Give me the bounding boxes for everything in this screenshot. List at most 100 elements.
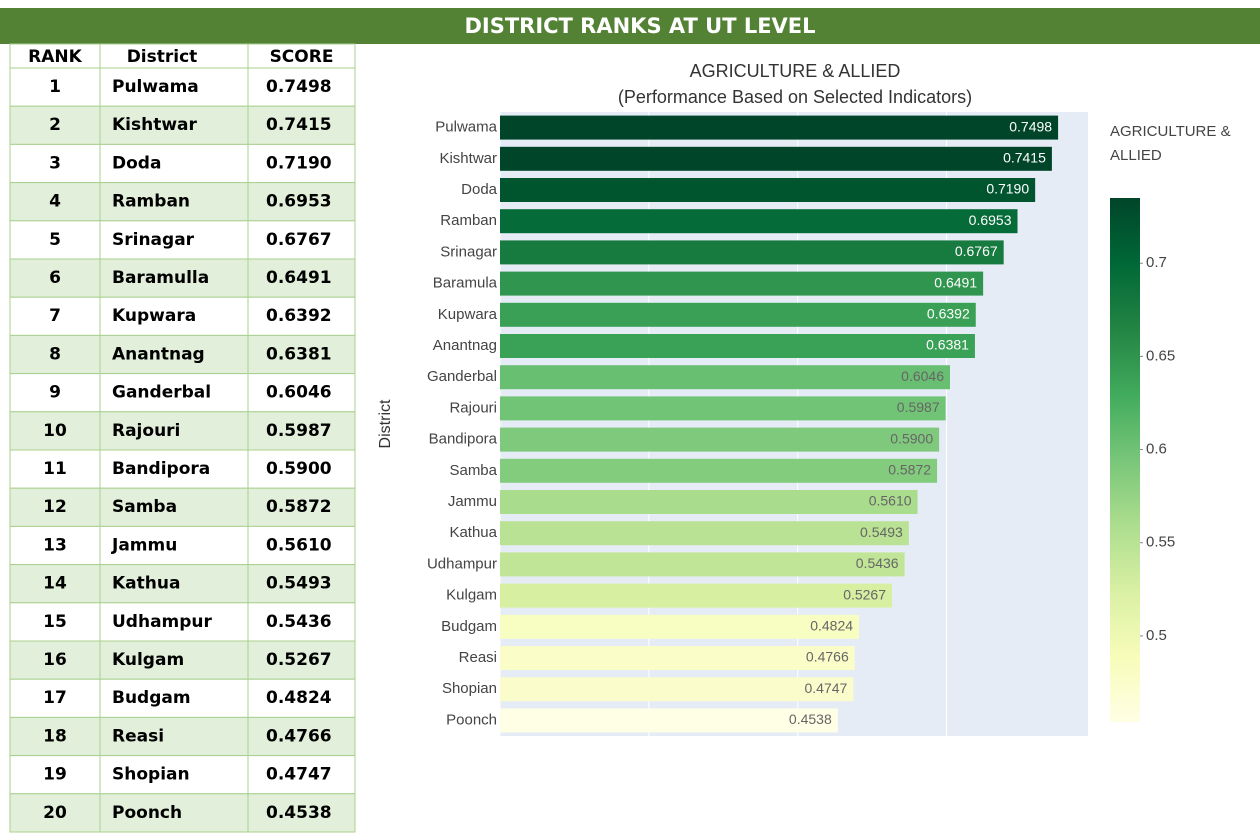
table-row-bg (9, 334, 356, 375)
table-cell: 15 (43, 612, 67, 632)
table-cell: 0.7498 (266, 77, 332, 97)
table-cell: 0.6381 (266, 344, 332, 364)
table-cell: 20 (43, 803, 67, 823)
table-row-bg (9, 67, 356, 107)
table-cell: 0.7190 (266, 153, 332, 173)
y-tick-label: Ramban (440, 212, 497, 229)
colorbar-tick-label: 0.55 (1146, 534, 1175, 551)
value-label: 0.5987 (897, 399, 940, 415)
y-tick-label: Shopian (442, 680, 497, 697)
table-cell: 19 (43, 765, 67, 785)
value-label: 0.6953 (969, 212, 1012, 228)
y-axis-label: District (377, 399, 394, 448)
table-cell: 0.6953 (266, 192, 332, 212)
table-cell: 1 (49, 77, 61, 97)
y-tick-label: Kishtwar (439, 150, 497, 167)
y-tick-label: Srinagar (440, 243, 497, 260)
table-cell: 8 (49, 344, 61, 364)
table-row-bg (9, 640, 356, 680)
chart-subtitle: (Performance Based on Selected Indicator… (618, 87, 972, 107)
table-cell: 9 (49, 383, 61, 403)
table-cell: Ganderbal (112, 383, 211, 403)
bar (500, 490, 918, 514)
value-label: 0.5610 (869, 493, 912, 509)
table-row-bg (9, 105, 356, 145)
table-cell: 0.5436 (266, 612, 332, 632)
column-header: SCORE (270, 47, 334, 67)
value-label: 0.5267 (843, 586, 886, 602)
value-label: 0.5900 (890, 430, 933, 446)
value-label: 0.6491 (934, 274, 977, 290)
y-tick-label: Ganderbal (427, 368, 497, 385)
table-cell: 12 (43, 497, 67, 517)
table-cell: 0.7415 (266, 115, 332, 135)
table-cell: Poonch (112, 803, 182, 823)
value-label: 0.5436 (856, 555, 899, 571)
value-label: 0.6381 (926, 337, 969, 353)
table-row-bg (9, 487, 356, 527)
y-tick-label: Budgam (441, 618, 497, 635)
bar (500, 427, 940, 452)
y-tick-label: Anantnag (433, 337, 497, 354)
table-cell: Pulwama (112, 77, 199, 97)
table-cell: 0.5493 (266, 574, 332, 594)
bar (500, 178, 1036, 202)
table-cell: 0.6046 (266, 383, 332, 403)
value-label: 0.6392 (927, 306, 970, 322)
table-cell: 0.4766 (266, 726, 332, 746)
table-cell: Srinagar (112, 230, 195, 250)
bar (500, 646, 855, 670)
table-row-bg (9, 793, 356, 833)
bar (500, 240, 1004, 265)
table-cell: Baramulla (112, 268, 209, 288)
table-cell: 10 (43, 421, 67, 441)
bar (500, 396, 946, 421)
value-label: 0.5872 (888, 462, 931, 478)
value-label: 0.7415 (1003, 150, 1046, 166)
table-cell: Shopian (112, 765, 190, 785)
bar (500, 115, 1059, 140)
table-cell: Samba (112, 497, 177, 517)
value-label: 0.5493 (860, 524, 903, 540)
colorbar-tick-label: 0.7 (1146, 254, 1167, 271)
y-tick-label: Reasi (459, 649, 497, 666)
table-cell: Kulgam (112, 650, 184, 670)
colorbar-tick-label: 0.65 (1146, 347, 1175, 364)
table-header-bg (9, 43, 356, 69)
table-cell: Doda (112, 153, 161, 173)
table-cell: Kupwara (112, 306, 196, 326)
bar (500, 552, 905, 577)
value-label: 0.4766 (806, 649, 849, 665)
y-tick-label: Poonch (446, 711, 497, 728)
y-tick-label: Baramula (433, 275, 498, 292)
table-cell: 0.5900 (266, 459, 332, 479)
table-cell: 0.5267 (266, 650, 332, 670)
table-cell: Anantnag (112, 344, 205, 364)
table-cell: Bandipora (112, 459, 210, 479)
table-cell: 11 (43, 459, 67, 479)
table-cell: 0.6767 (266, 230, 332, 250)
table-cell: Kathua (112, 574, 180, 594)
y-tick-label: Jammu (448, 493, 497, 510)
bar (500, 334, 975, 358)
value-label: 0.4538 (789, 711, 832, 727)
table-row-bg (9, 411, 356, 451)
table-cell: 0.5987 (266, 421, 332, 441)
y-tick-label: Kulgam (446, 587, 497, 604)
colorbar (1110, 198, 1140, 722)
table-row-bg (9, 296, 356, 336)
table-cell: 0.5610 (266, 535, 332, 555)
value-label: 0.6046 (901, 368, 944, 384)
table-cell: 0.4747 (266, 765, 332, 785)
y-tick-label: Kathua (449, 524, 497, 541)
y-tick-label: Udhampur (427, 555, 497, 572)
table-cell: 18 (43, 726, 67, 746)
table-row-bg (9, 755, 356, 795)
table-cell: 5 (49, 230, 61, 250)
colorbar-tick-label: 0.6 (1146, 441, 1167, 458)
table-row-bg (9, 220, 356, 260)
value-label: 0.7190 (986, 181, 1029, 197)
plot-background (500, 112, 1088, 736)
table-cell: Budgam (112, 688, 191, 708)
value-label: 0.7498 (1009, 118, 1052, 134)
